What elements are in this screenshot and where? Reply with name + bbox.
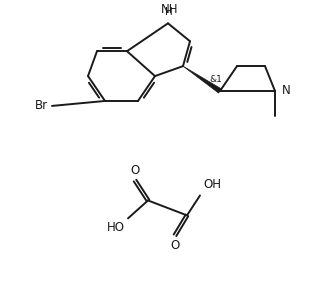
Text: O: O [170,239,180,252]
Text: O: O [130,164,140,177]
Polygon shape [183,66,221,93]
Text: &1: &1 [210,75,222,84]
Text: Br: Br [35,99,48,112]
Text: HO: HO [107,221,125,234]
Text: OH: OH [203,179,221,192]
Text: NH: NH [161,3,179,16]
Text: H: H [165,8,173,17]
Text: N: N [282,84,291,97]
